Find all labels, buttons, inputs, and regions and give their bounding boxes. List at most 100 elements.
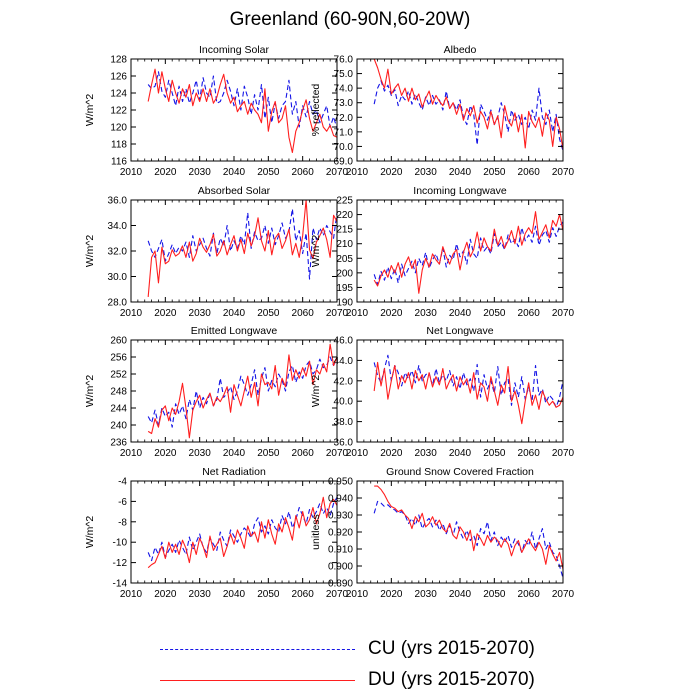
y-tick-label: 38.0 [334, 417, 354, 428]
x-tick-label: 2040 [449, 167, 472, 178]
y-tick-label: 205 [336, 254, 353, 265]
y-axis-label: W/m^2 [84, 235, 96, 268]
y-tick-label: -8 [118, 517, 127, 528]
series-line-du [374, 485, 564, 570]
x-tick-label: 2070 [326, 308, 349, 319]
y-tick-label: -4 [118, 477, 127, 488]
x-tick-label: 2040 [223, 448, 246, 459]
x-tick-label: 2030 [415, 589, 438, 600]
x-tick-label: 2070 [326, 589, 349, 600]
x-tick-label: 2060 [292, 448, 315, 459]
y-tick-label: 126 [110, 72, 127, 83]
y-tick-label: 128 [110, 55, 127, 66]
x-tick-label: 2050 [257, 589, 280, 600]
x-tick-label: 2070 [552, 308, 575, 319]
x-tick-label: 2040 [223, 308, 246, 319]
y-tick-label: 256 [110, 353, 127, 364]
legend: CU (yrs 2015-2070) DU (yrs 2015-2070) [0, 630, 700, 700]
y-tick-label: 36.0 [108, 196, 128, 207]
y-tick-label: 34.0 [108, 221, 128, 232]
figure-title: Greenland (60-90N,60-20W) [229, 9, 471, 30]
chart-title: Ground Snow Covered Fraction [386, 466, 534, 478]
y-tick-label: 118 [111, 140, 127, 151]
x-tick-label: 2050 [483, 167, 506, 178]
x-tick-label: 2010 [346, 308, 369, 319]
chart-title: Absorbed Solar [198, 185, 271, 197]
x-tick-label: 2050 [257, 448, 280, 459]
chart-title: Emitted Longwave [191, 325, 278, 337]
x-tick-label: 2070 [326, 167, 349, 178]
x-tick-label: 2060 [292, 589, 315, 600]
y-axis-label: W/m^2 [84, 516, 96, 549]
y-tick-label: 42.0 [334, 376, 354, 387]
series-line-cu [147, 208, 338, 280]
y-tick-label: 124 [110, 89, 127, 100]
y-tick-label: 252 [110, 370, 127, 381]
y-tick-label: 46.0 [334, 336, 354, 347]
chart-panel-3: Absorbed Solar W/m^2 2010 2020 2030 2040 2050 2… [84, 185, 349, 319]
y-tick-label: 244 [110, 404, 127, 415]
x-tick-label: 2070 [552, 589, 575, 600]
y-tick-label: 200 [336, 268, 353, 279]
x-tick-label: 2010 [346, 448, 369, 459]
y-axis-label: % reflected [310, 84, 322, 137]
chart-title: Albedo [444, 44, 477, 56]
y-axis-label: W/m^2 [84, 375, 96, 408]
x-tick-label: 2040 [449, 589, 472, 600]
series-line-du [373, 361, 564, 425]
x-tick-label: 2010 [120, 448, 143, 459]
x-tick-label: 2050 [257, 308, 280, 319]
series-line-cu [147, 356, 338, 428]
x-tick-label: 2050 [483, 308, 506, 319]
y-tick-label: 225 [336, 196, 353, 207]
y-axis-label: W/m^2 [310, 375, 322, 408]
x-tick-label: 2060 [518, 167, 541, 178]
series-line-cu [373, 80, 564, 151]
chart-title: Net Radiation [202, 466, 266, 478]
x-tick-label: 2020 [154, 308, 177, 319]
series-line-cu [147, 497, 338, 562]
legend-label-du: DU (yrs 2015-2070) [368, 669, 535, 690]
x-tick-label: 2020 [154, 448, 177, 459]
x-tick-label: 2050 [483, 589, 506, 600]
y-axis-label: W/m^2 [310, 235, 322, 268]
y-tick-label: 70.0 [334, 142, 354, 153]
y-tick-label: 0.900 [328, 562, 353, 573]
y-tick-label: 0.930 [328, 511, 353, 522]
y-tick-label: 236 [110, 438, 127, 449]
x-tick-label: 2060 [292, 308, 315, 319]
y-tick-label: 215 [336, 225, 353, 236]
y-tick-label: 0.940 [328, 494, 353, 505]
x-tick-label: 2040 [449, 308, 472, 319]
x-tick-label: 2010 [120, 589, 143, 600]
y-tick-label: 260 [110, 336, 127, 347]
x-tick-label: 2030 [189, 448, 212, 459]
y-tick-label: 69.0 [334, 157, 354, 168]
series-line-cu [373, 354, 564, 408]
x-tick-label: 2020 [380, 448, 403, 459]
x-tick-label: 2030 [189, 308, 212, 319]
y-tick-label: 195 [336, 283, 353, 294]
chart-panel-1: Incoming Solar W/m^2 2010 2020 2030 2040 2050 2… [84, 44, 349, 178]
series-line-du [147, 68, 338, 154]
series-line-du [147, 496, 338, 569]
x-tick-label: 2060 [518, 308, 541, 319]
y-tick-label: 248 [110, 387, 127, 398]
x-tick-label: 2060 [292, 167, 315, 178]
x-tick-label: 2040 [449, 448, 472, 459]
y-tick-label: 74.0 [334, 84, 354, 95]
plot-frame [356, 199, 564, 303]
y-tick-label: -12 [113, 558, 128, 569]
x-tick-label: 2060 [518, 589, 541, 600]
y-tick-label: 75.0 [334, 69, 354, 80]
y-tick-label: 0.920 [328, 528, 353, 539]
x-tick-label: 2020 [380, 167, 403, 178]
x-tick-label: 2030 [189, 167, 212, 178]
y-tick-label: 28.0 [108, 298, 128, 309]
y-tick-label: 240 [110, 421, 127, 432]
y-tick-label: 73.0 [334, 98, 354, 109]
y-tick-label: 32.0 [108, 247, 128, 258]
legend-swatch-du [160, 680, 355, 681]
series-line-du [147, 199, 338, 297]
